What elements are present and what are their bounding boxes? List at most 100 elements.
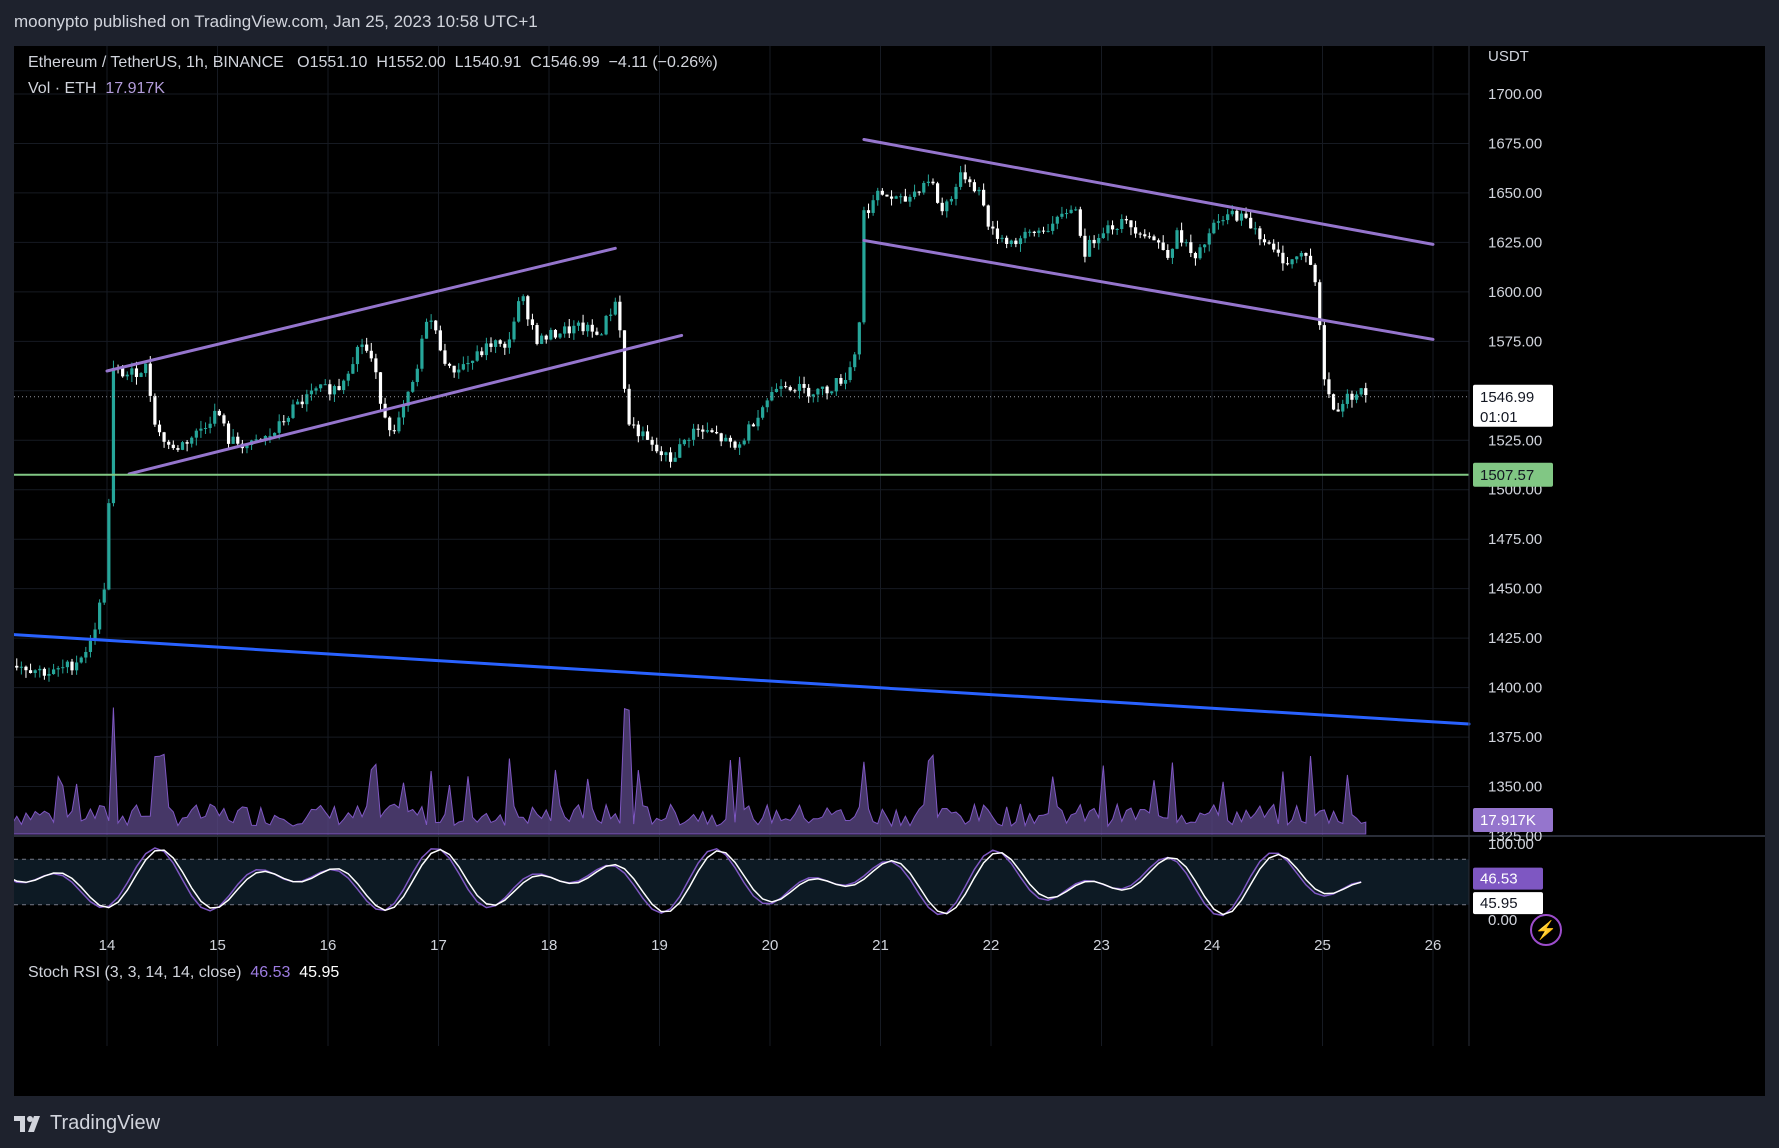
candle-body <box>1207 233 1211 245</box>
candle-body <box>1272 243 1276 250</box>
candle-body <box>1184 242 1188 244</box>
stoch-legend: Stoch RSI (3, 3, 14, 14, close) 46.53 45… <box>28 964 339 982</box>
candle-body <box>42 668 46 676</box>
candle-body <box>1000 237 1004 239</box>
candle-body <box>641 431 645 437</box>
candle-body <box>328 384 332 395</box>
candle-body <box>544 335 548 340</box>
candle-body <box>701 429 705 432</box>
time-axis-label: 15 <box>209 937 226 954</box>
candle-body <box>1203 244 1207 248</box>
candle-body <box>770 392 774 401</box>
candle-body <box>125 374 129 377</box>
candle-body <box>1133 227 1138 234</box>
publisher-text: moonypto published on TradingView.com, J… <box>14 12 538 31</box>
stoch-d-value: 45.95 <box>299 964 340 981</box>
price-tick-label: 1425.00 <box>1488 630 1542 647</box>
candle-body <box>411 381 415 392</box>
price-tick-label: 1600.00 <box>1488 284 1542 301</box>
candle-body <box>632 424 636 426</box>
candle-body <box>1138 233 1142 235</box>
candle-body <box>1239 213 1244 221</box>
volume-label: Vol · ETH <box>28 80 97 97</box>
candle-body <box>489 343 493 347</box>
candle-body <box>899 196 903 198</box>
candle-body <box>843 379 848 384</box>
candle-body <box>1308 255 1313 265</box>
candle-body <box>88 640 93 652</box>
candle-body <box>1064 213 1069 215</box>
candle-body <box>1069 209 1073 214</box>
price-tick-label: 1325.00 <box>1488 828 1542 845</box>
candle-body <box>263 436 267 440</box>
candle-body <box>880 190 884 195</box>
candle-body <box>185 442 189 444</box>
candle-body <box>1101 233 1105 239</box>
candle-body <box>1037 230 1041 233</box>
candle-body <box>420 338 424 369</box>
candle-body <box>1212 222 1216 234</box>
candle-body <box>784 386 788 388</box>
price-tick-label: 1350.00 <box>1488 779 1542 796</box>
candle-body <box>714 432 719 434</box>
candle-body <box>1028 231 1032 233</box>
candle-body <box>1221 220 1225 222</box>
candle-body <box>93 629 97 641</box>
candle-body <box>820 386 825 389</box>
candle-body <box>650 439 654 445</box>
countdown-tag: 01:01 <box>1480 409 1518 426</box>
price-tick-label: 1400.00 <box>1488 680 1542 697</box>
candle-body <box>724 437 728 442</box>
candle-body <box>1161 242 1165 251</box>
lightning-icon[interactable]: ⚡ <box>1530 914 1562 946</box>
candle-body <box>636 424 640 437</box>
candle-body <box>1120 219 1124 230</box>
candle-body <box>949 198 954 202</box>
candle-body <box>148 363 152 396</box>
candle-body <box>830 391 834 394</box>
candle-body <box>1046 230 1050 232</box>
candle-body <box>797 383 802 391</box>
candle-body <box>480 351 484 356</box>
candle-body <box>1014 240 1018 245</box>
candle-body <box>1023 231 1027 239</box>
candle-body <box>751 424 756 427</box>
tradingview-logo[interactable]: TradingView <box>14 1112 160 1135</box>
price-tick-label: 1700.00 <box>1488 86 1542 103</box>
time-axis-label: 23 <box>1093 937 1110 954</box>
candle-body <box>816 388 820 395</box>
candle-body <box>645 431 650 440</box>
candle-body <box>655 444 659 452</box>
candle-body <box>807 387 811 397</box>
candle-body <box>1189 242 1193 254</box>
candle-body <box>581 322 585 332</box>
candle-body <box>595 331 599 335</box>
candle-body <box>213 410 217 424</box>
candle-body <box>19 666 23 668</box>
candle-body <box>162 432 166 442</box>
chart-frame[interactable]: USDT 1700.00 1675.00 1650.00 1625.00 1600.00 1… <box>6 46 1765 1096</box>
stoch-label: Stoch RSI (3, 3, 14, 14, close) <box>28 964 242 981</box>
candle-body <box>857 322 861 355</box>
candle-body <box>434 320 438 331</box>
candle-body <box>912 191 917 197</box>
candle-body <box>765 400 769 408</box>
candle-body <box>1129 220 1133 228</box>
candle-body <box>599 334 604 336</box>
volume-tag-bg <box>1473 808 1553 832</box>
candle-body <box>342 380 346 390</box>
candle-body <box>245 445 249 449</box>
candle-body <box>38 668 42 671</box>
high-value: 1552.00 <box>387 54 446 71</box>
last-price-tag-bg <box>1473 384 1553 427</box>
chart-svg[interactable]: USDT 1700.00 1675.00 1650.00 1625.00 1600.00 1… <box>6 46 1765 1096</box>
candle-body <box>1304 252 1308 256</box>
candle-body <box>346 373 350 381</box>
candle-body <box>493 340 498 347</box>
candle-body <box>79 657 83 663</box>
candle-body <box>236 436 240 444</box>
stoch-d-tag-bg <box>1473 892 1543 915</box>
open-value: 1551.10 <box>309 54 368 71</box>
candle-body <box>931 181 935 184</box>
descending-channel-lower <box>862 238 1435 341</box>
